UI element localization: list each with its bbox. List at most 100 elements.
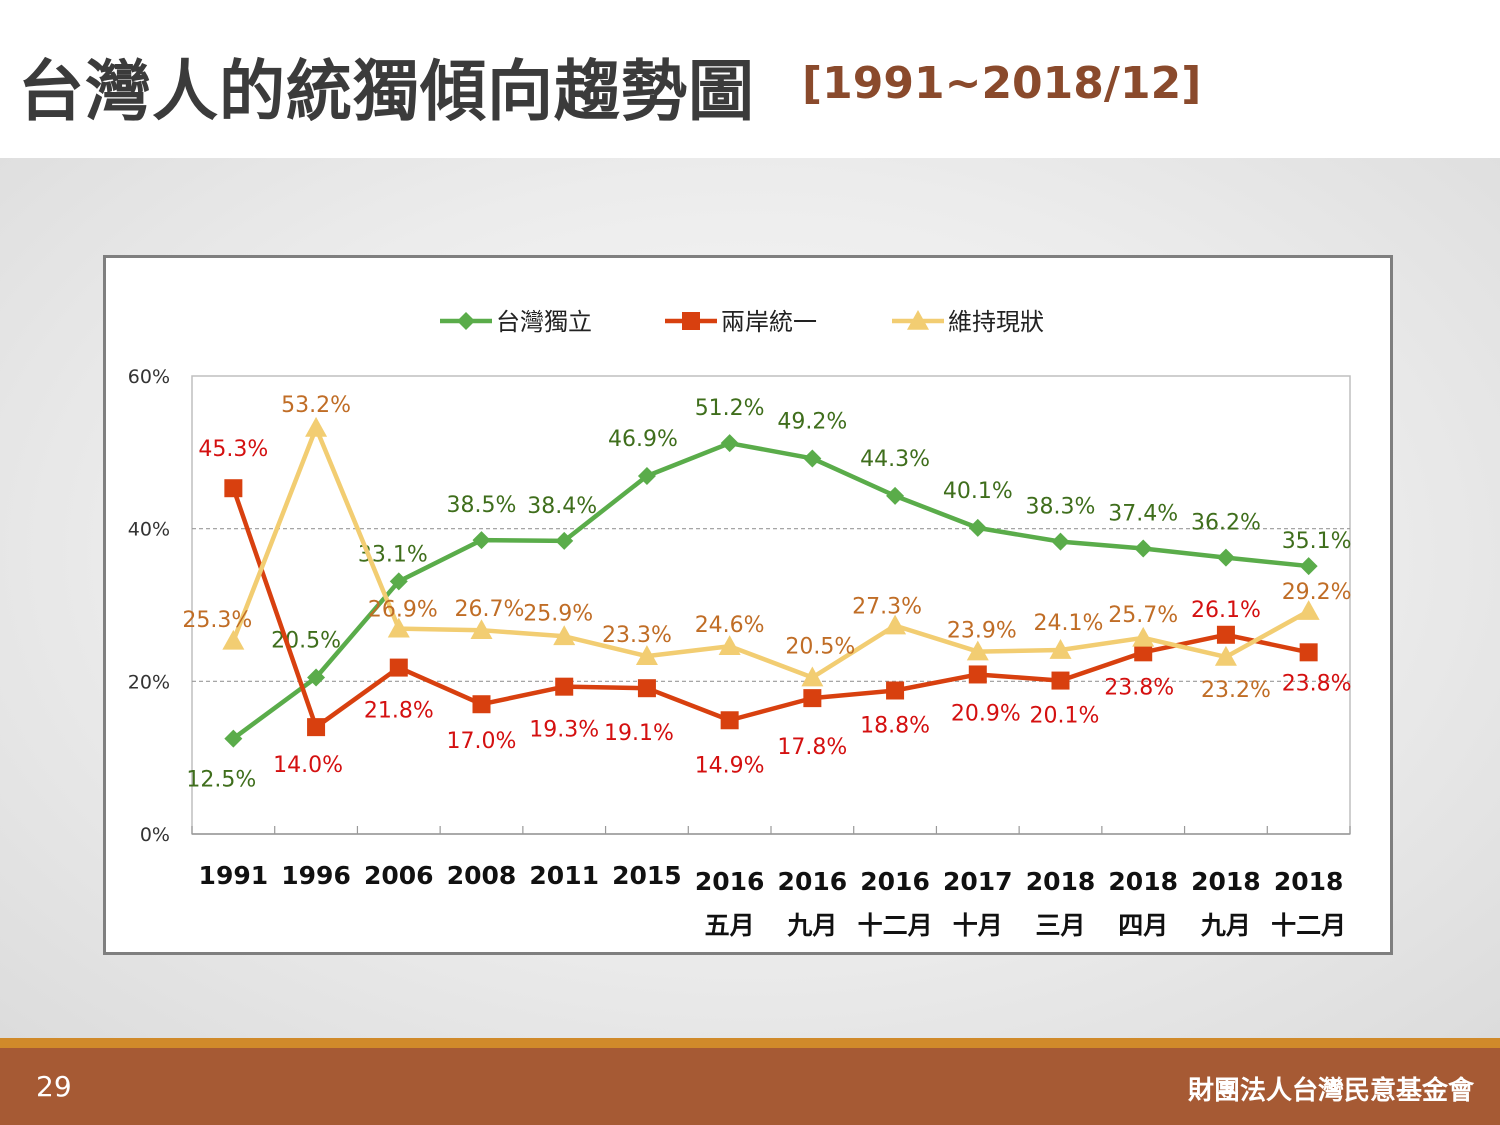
data-label-status_quo: 26.9% — [368, 598, 438, 623]
data-label-status_quo: 23.2% — [1201, 678, 1271, 703]
data-label-status_quo: 26.7% — [455, 597, 525, 622]
x-tick-label: 2016 — [695, 867, 765, 896]
data-label-independence: 49.2% — [777, 409, 847, 434]
data-point-unification — [968, 665, 987, 684]
x-tick-sublabel: 三月 — [1035, 911, 1085, 940]
series-line-unification — [231, 487, 1310, 730]
data-point-unification — [637, 679, 656, 698]
data-label-unification: 19.3% — [529, 718, 599, 743]
x-tick-label: 2011 — [529, 861, 599, 890]
data-point-status_quo — [718, 635, 741, 656]
data-label-independence: 51.2% — [695, 396, 765, 421]
x-tick-label: 2018 — [1274, 867, 1344, 896]
data-point-status_quo — [801, 666, 824, 687]
footer: 29 財團法人台灣民意基金會 — [0, 1048, 1500, 1125]
y-tick-label: 0% — [140, 824, 170, 846]
data-label-status_quo: 24.1% — [1034, 611, 1104, 636]
x-tick-label: 2017 — [943, 867, 1013, 896]
x-tick-sublabel: 十二月 — [858, 911, 933, 940]
data-label-status_quo: 23.3% — [602, 623, 672, 648]
x-tick-label: 2006 — [364, 861, 434, 890]
x-tick-label: 2016 — [778, 867, 848, 896]
x-tick-label: 2008 — [447, 861, 517, 890]
x-tick-label: 2018 — [1026, 867, 1096, 896]
data-label-status_quo: 25.9% — [523, 601, 593, 626]
x-tick-sublabel: 四月 — [1118, 911, 1168, 940]
legend-marker — [682, 312, 700, 330]
y-tick-label: 40% — [128, 519, 170, 541]
data-label-status_quo: 24.6% — [695, 613, 765, 638]
data-point-unification — [886, 681, 905, 700]
data-label-unification: 45.3% — [198, 437, 268, 462]
data-point-independence — [555, 531, 574, 550]
data-point-status_quo — [884, 614, 907, 635]
data-label-status_quo: 53.2% — [281, 393, 351, 418]
x-tick-label: 2016 — [860, 867, 930, 896]
x-tick-sublabel: 五月 — [705, 911, 755, 940]
data-point-independence — [720, 434, 739, 453]
data-point-independence — [472, 531, 491, 550]
data-label-status_quo: 20.5% — [785, 635, 855, 660]
data-label-independence: 36.2% — [1191, 511, 1261, 536]
data-label-unification: 17.0% — [447, 729, 517, 754]
page-title: 台灣人的統獨傾向趨勢圖 — [18, 53, 755, 130]
data-label-independence: 38.5% — [447, 493, 517, 518]
page-number: 29 — [36, 1070, 72, 1103]
data-point-independence — [968, 518, 987, 537]
y-tick-label: 20% — [128, 671, 170, 693]
data-point-unification — [555, 677, 574, 696]
data-point-unification — [1134, 643, 1153, 662]
title-bar: 台灣人的統獨傾向趨勢圖 [1991~2018/12] — [0, 0, 1500, 158]
data-label-unification: 19.1% — [604, 721, 674, 746]
data-point-status_quo — [305, 416, 328, 437]
legend-marker — [457, 312, 475, 330]
data-point-unification — [720, 711, 739, 730]
data-point-status_quo — [635, 645, 658, 665]
data-label-independence: 37.4% — [1108, 502, 1178, 527]
footer-stripe — [0, 1038, 1500, 1048]
data-point-unification — [1216, 625, 1235, 644]
data-point-status_quo — [387, 617, 410, 638]
x-tick-sublabel: 十月 — [953, 911, 1003, 940]
data-point-status_quo — [966, 640, 989, 661]
data-label-unification: 17.8% — [777, 735, 847, 760]
x-tick-label: 2015 — [612, 861, 682, 890]
data-point-status_quo — [222, 629, 245, 650]
data-label-status_quo: 29.2% — [1282, 580, 1352, 605]
legend-label: 維持現狀 — [948, 308, 1044, 336]
data-point-unification — [803, 689, 822, 708]
data-label-independence: 44.3% — [860, 447, 930, 472]
data-point-status_quo — [1297, 600, 1320, 620]
data-point-independence — [224, 729, 243, 748]
x-tick-label: 1996 — [281, 861, 351, 890]
data-point-independence — [803, 449, 822, 468]
data-label-unification: 23.8% — [1282, 671, 1352, 696]
data-point-unification — [1299, 643, 1318, 662]
data-point-independence — [1299, 557, 1318, 576]
data-label-unification: 21.8% — [364, 699, 434, 724]
data-label-unification: 23.8% — [1104, 675, 1174, 700]
x-tick-sublabel: 十二月 — [1271, 911, 1346, 940]
data-label-unification: 14.0% — [273, 753, 343, 778]
data-point-status_quo — [470, 619, 493, 639]
chart-frame — [103, 255, 1393, 955]
data-point-status_quo — [1214, 645, 1237, 666]
data-label-unification: 14.9% — [695, 753, 765, 778]
series-line-status_quo — [231, 425, 1310, 680]
data-label-independence: 40.1% — [943, 479, 1013, 504]
data-label-independence: 38.4% — [527, 494, 597, 519]
x-tick-label: 2018 — [1108, 867, 1178, 896]
organization-name: 財團法人台灣民意基金會 — [1187, 1076, 1474, 1106]
data-point-independence — [1051, 532, 1070, 551]
legend-label: 兩岸統一 — [721, 308, 817, 336]
x-tick-sublabel: 九月 — [786, 911, 837, 940]
data-label-status_quo: 25.7% — [1108, 603, 1178, 628]
data-point-independence — [307, 668, 326, 687]
data-label-unification: 26.1% — [1191, 598, 1261, 623]
page-subtitle: [1991~2018/12] — [802, 58, 1202, 109]
data-label-independence: 35.1% — [1282, 529, 1352, 554]
data-point-independence — [886, 486, 905, 505]
data-point-unification — [472, 695, 491, 714]
x-tick-label: 1991 — [199, 861, 269, 890]
legend-label: 台灣獨立 — [496, 308, 592, 336]
